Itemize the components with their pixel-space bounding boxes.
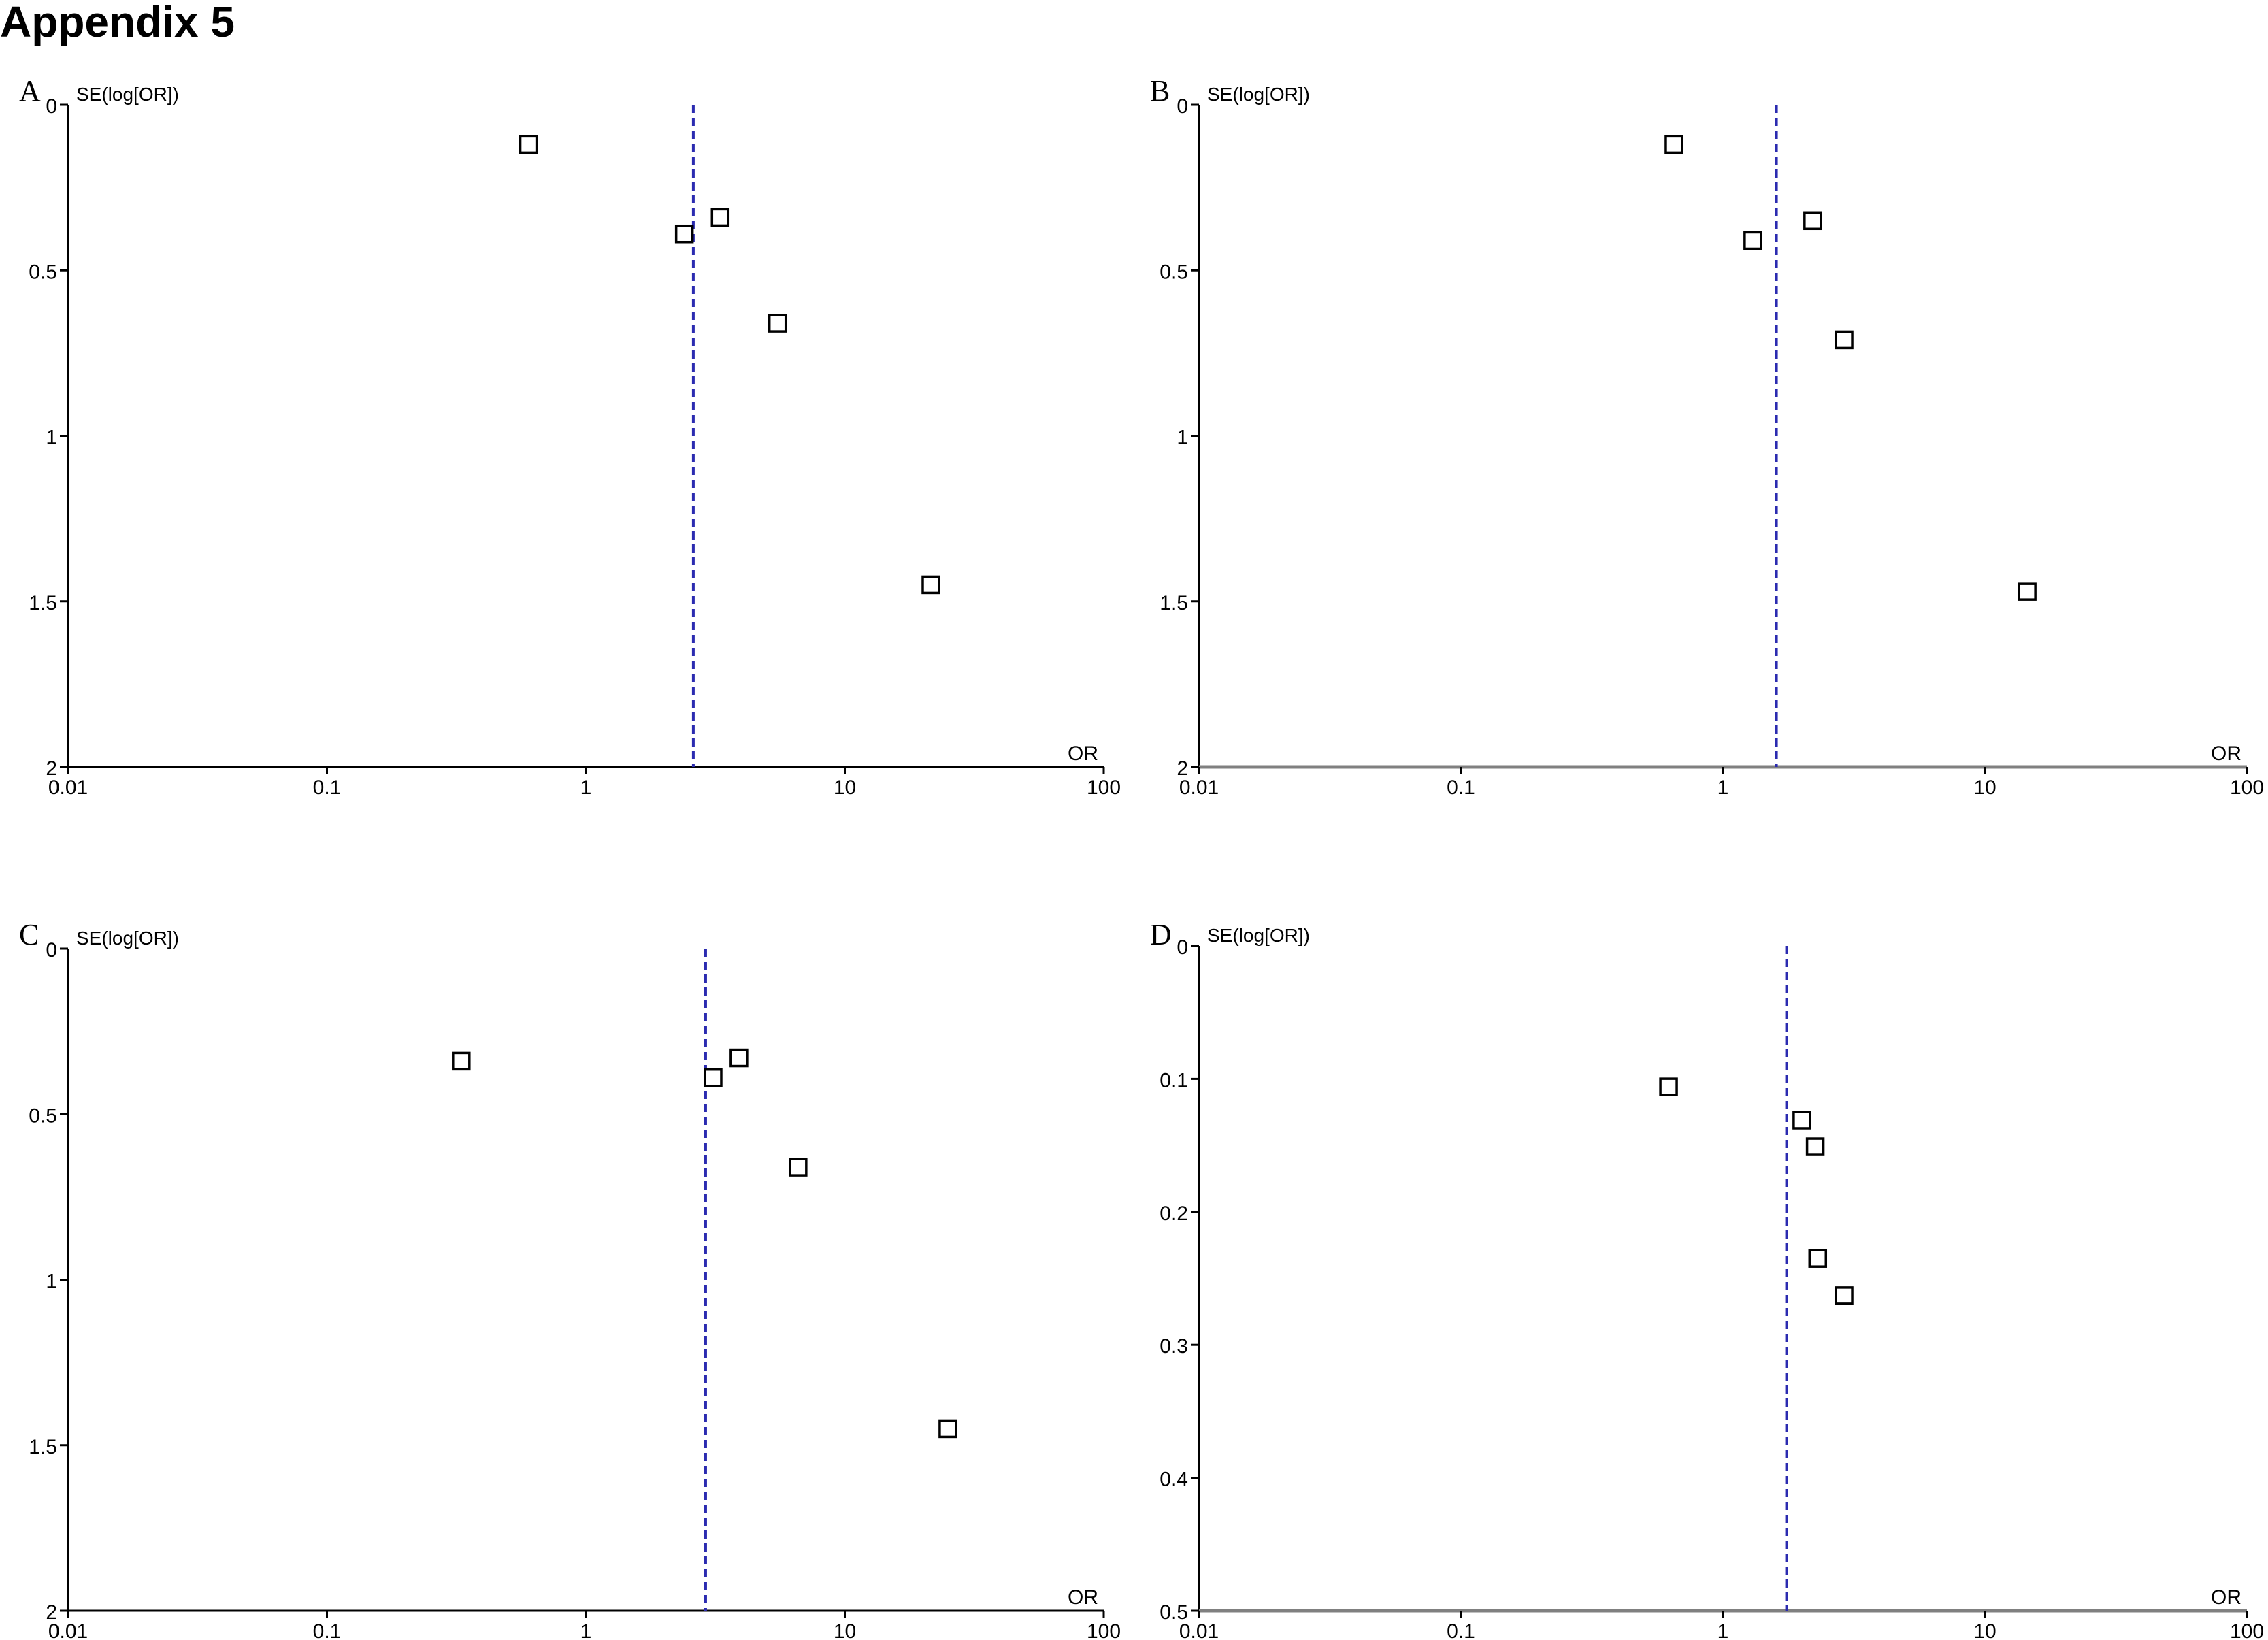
x-tick-label: 0.1 [1447, 776, 1475, 799]
study-marker [704, 1068, 723, 1087]
x-tick-label: 0.1 [313, 1620, 342, 1640]
study-marker [1835, 330, 1854, 350]
funnel-plot-svg: 0 0.1 0.2 0.3 0.4 0.50.01 0.1 1 10 100 SE(log[OR])… [1160, 925, 2264, 1640]
study-marker [519, 135, 538, 154]
y-tick-label: 2 [46, 757, 57, 780]
y-tick-label: 2 [46, 1601, 57, 1624]
funnel-plot-svg: 0 0.5 1 1.5 20.01 0.1 1 10 100 SE(log[OR]) OR [29, 928, 1121, 1640]
y-axis-label: SE(log[OR]) [1207, 84, 1310, 105]
y-tick-label: 0.4 [1160, 1469, 1188, 1491]
y-axis-label: SE(log[OR]) [76, 928, 179, 949]
y-tick-label: 0 [1177, 936, 1188, 959]
x-tick-label: 0.01 [1179, 1620, 1219, 1640]
study-marker [1808, 1249, 1828, 1268]
x-tick-label: 0.01 [48, 1620, 88, 1640]
x-tick-label: 10 [834, 776, 856, 799]
y-tick-label: 1.5 [1160, 592, 1188, 614]
x-tick-label: 10 [1973, 1620, 1996, 1640]
y-tick-label: 0.5 [1160, 261, 1188, 283]
x-tick-label: 10 [834, 1620, 856, 1640]
panel-letter: A [19, 74, 41, 108]
page-heading: Appendix 5 [0, 0, 235, 46]
x-tick-label: 1 [1718, 1620, 1729, 1640]
y-tick-label: 0.5 [29, 1104, 57, 1127]
study-marker [789, 1158, 808, 1177]
x-axis-label: OR [2211, 742, 2241, 765]
funnel-plot-svg: 0 0.5 1 1.5 20.01 0.1 1 10 100 SE(log[OR]) OR [29, 84, 1121, 799]
y-tick-label: 0 [46, 95, 57, 118]
y-axis-label: SE(log[OR]) [1207, 925, 1310, 946]
study-marker [452, 1051, 471, 1071]
y-tick-label: 0.5 [1160, 1601, 1188, 1624]
study-marker [2018, 582, 2037, 601]
y-tick-label: 1 [1177, 427, 1188, 449]
y-tick-label: 0 [46, 939, 57, 962]
x-tick-label: 100 [2230, 1620, 2264, 1640]
x-tick-label: 1 [1718, 776, 1729, 799]
study-marker [1792, 1111, 1811, 1130]
y-tick-label: 0 [1177, 95, 1188, 118]
y-tick-label: 0.3 [1160, 1335, 1188, 1358]
y-tick-label: 1 [46, 1270, 57, 1293]
y-tick-label: 1.5 [29, 1436, 57, 1458]
y-tick-label: 0.5 [29, 261, 57, 283]
study-marker [768, 314, 787, 333]
x-tick-label: 10 [1973, 776, 1996, 799]
study-marker [1659, 1077, 1678, 1096]
study-marker [1805, 1137, 1825, 1156]
x-tick-label: 100 [1087, 1620, 1121, 1640]
funnel-plot-a: A 0 0.5 1 1.5 2 0.01 0.1 1 10 100 SE(log[OR]) OR [19, 76, 1121, 800]
y-axis-label: SE(log[OR]) [76, 84, 179, 105]
y-tick-label: 0.2 [1160, 1202, 1188, 1225]
study-marker [1803, 211, 1822, 231]
panel-letter: C [19, 918, 39, 951]
x-tick-label: 1 [580, 776, 592, 799]
panel-letter: D [1150, 918, 1172, 951]
study-marker [710, 208, 730, 227]
x-tick-label: 0.1 [313, 776, 342, 799]
x-tick-label: 0.01 [48, 776, 88, 799]
study-marker [1664, 135, 1683, 154]
panel-letter: B [1150, 74, 1170, 108]
x-tick-label: 1 [580, 1620, 592, 1640]
funnel-plot-svg: 0 0.5 1 1.5 20.01 0.1 1 10 100 SE(log[OR]) OR [1160, 84, 2264, 799]
y-tick-label: 2 [1177, 757, 1188, 780]
y-tick-label: 0.1 [1160, 1069, 1188, 1092]
x-axis-label: OR [1068, 1586, 1098, 1609]
study-marker [1835, 1286, 1854, 1305]
study-marker [938, 1419, 957, 1439]
x-tick-label: 0.01 [1179, 776, 1219, 799]
study-marker [674, 224, 694, 244]
x-tick-label: 0.1 [1447, 1620, 1475, 1640]
x-tick-label: 100 [2230, 776, 2264, 799]
study-marker [921, 575, 940, 595]
funnel-plot-c: C 0 0.5 1 1.5 2 0.01 0.1 1 10 100 SE(log[OR]) OR [19, 920, 1121, 1640]
x-tick-label: 100 [1087, 776, 1121, 799]
x-axis-label: OR [1068, 742, 1098, 765]
study-marker [1743, 231, 1762, 250]
funnel-plot-b: B 0 0.5 1 1.5 2 0.01 0.1 1 10 100 SE(log[OR]) OR [1150, 76, 2264, 800]
y-tick-label: 1 [46, 427, 57, 449]
funnel-plot-d: D 0 0.1 0.2 0.3 0.4 0.5 0.01 0.1 1 10 100 SE(log[OR… [1150, 920, 2264, 1640]
study-marker [729, 1048, 749, 1068]
x-axis-label: OR [2211, 1586, 2241, 1609]
y-tick-label: 1.5 [29, 592, 57, 614]
